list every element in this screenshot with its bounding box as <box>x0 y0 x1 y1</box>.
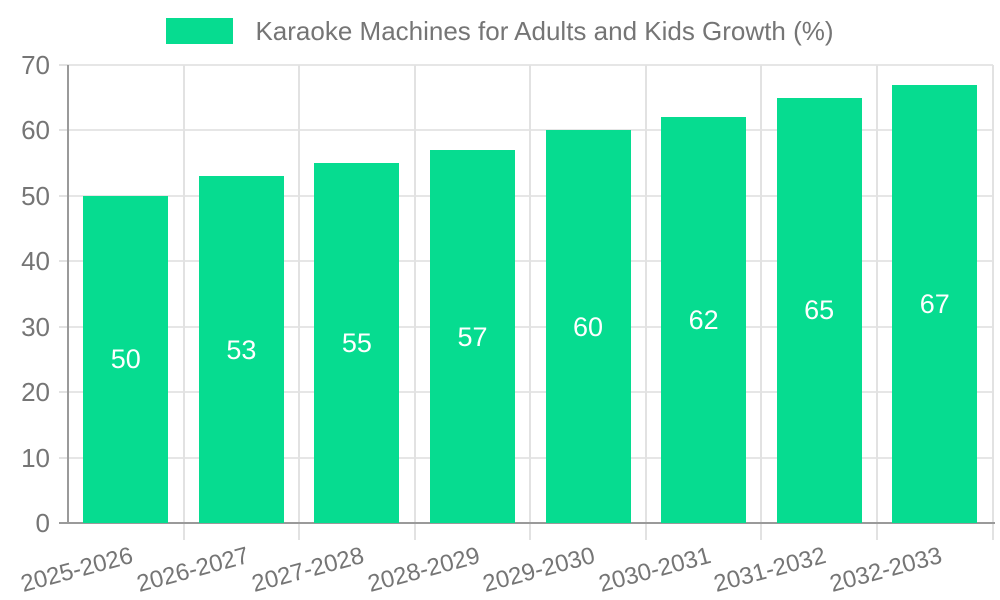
y-tick-label: 70 <box>21 50 50 80</box>
y-tick-label: 50 <box>21 180 50 211</box>
bar-value-label: 67 <box>919 288 950 319</box>
y-axis-tick <box>59 391 68 394</box>
x-tick-label: 2032-2033 <box>826 542 945 598</box>
y-axis-tick <box>59 325 68 328</box>
x-tick-label: 2025-2026 <box>17 542 136 598</box>
y-tick-label: 20 <box>21 377 50 408</box>
gridline-vertical <box>182 65 185 540</box>
y-axis-line <box>67 65 69 523</box>
bar-value-label: 53 <box>226 334 257 365</box>
y-axis-tick <box>59 456 68 459</box>
gridline-vertical <box>529 65 532 540</box>
x-tick-label: 2029-2030 <box>480 542 599 598</box>
bar[interactable] <box>198 176 284 523</box>
bar[interactable] <box>314 163 400 523</box>
chart-legend: Karaoke Machines for Adults and Kids Gro… <box>0 16 1000 46</box>
gridline-vertical <box>991 65 994 540</box>
bar-value-label: 55 <box>341 328 372 359</box>
bar-value-label: 62 <box>688 305 719 336</box>
y-tick-label: 30 <box>21 311 50 342</box>
y-axis-tick <box>59 194 68 197</box>
bar-value-label: 65 <box>804 295 835 326</box>
gridline-vertical <box>875 65 878 540</box>
gridline-vertical <box>644 65 647 540</box>
y-tick-label: 60 <box>21 115 50 146</box>
y-tick-label: 0 <box>35 508 50 538</box>
y-tick-label: 10 <box>21 442 50 473</box>
y-axis-tick <box>59 260 68 263</box>
bar[interactable] <box>892 84 978 523</box>
gridline-vertical <box>760 65 763 540</box>
y-tick-label: 40 <box>21 246 50 277</box>
bar[interactable] <box>429 150 515 523</box>
x-axis-line <box>59 522 995 524</box>
legend-color-swatch <box>166 18 234 44</box>
bar[interactable] <box>661 117 747 523</box>
legend-item[interactable]: Karaoke Machines for Adults and Kids Gro… <box>166 16 834 46</box>
x-tick-label: 2031-2032 <box>711 542 830 598</box>
gridline-vertical <box>413 65 416 540</box>
bar-value-label: 60 <box>573 311 604 342</box>
bar[interactable] <box>545 130 631 523</box>
bar[interactable] <box>83 195 169 523</box>
bar-value-label: 57 <box>457 321 488 352</box>
legend-series-label: Karaoke Machines for Adults and Kids Gro… <box>255 16 834 46</box>
y-axis-tick <box>59 129 68 132</box>
bar[interactable] <box>776 97 862 523</box>
x-tick-label: 2030-2031 <box>595 542 714 598</box>
gridline-vertical <box>298 65 301 540</box>
x-tick-label: 2028-2029 <box>364 542 483 598</box>
x-tick-label: 2027-2028 <box>249 542 367 598</box>
x-tick-label: 2026-2027 <box>133 542 252 598</box>
y-axis-tick <box>59 64 68 66</box>
bar-value-label: 50 <box>110 344 141 375</box>
